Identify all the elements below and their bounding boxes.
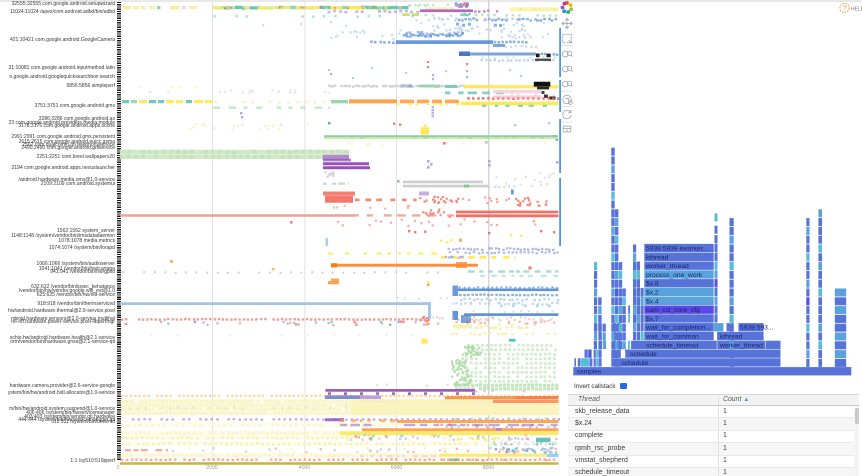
svg-text:schedule_timeout: schedule_timeout [646, 342, 699, 349]
svg-text:__schedule: __schedule [613, 360, 648, 367]
svg-text:?: ? [843, 6, 847, 13]
svg-text:process_one_work: process_one_work [646, 272, 703, 279]
svg-text:wait_for_common: wait_for_common [645, 334, 699, 341]
svg-text:kthread: kthread [646, 254, 669, 261]
svg-text:worker_thread: worker_thread [719, 342, 763, 349]
svg-text:$x.8: $x.8 [646, 281, 659, 288]
svg-text:$x.7: $x.7 [646, 316, 659, 323]
svg-text:5939:593...: 5939:593... [740, 325, 774, 332]
svg-text:samples: samples [577, 369, 603, 376]
svg-text:cam_ccl_core_cfg: cam_ccl_core_cfg [646, 307, 700, 314]
svg-text:$x.4: $x.4 [646, 298, 659, 305]
svg-text:5939:5939 kworker...: 5939:5939 kworker... [646, 246, 708, 253]
svg-text:wait_for_completion...: wait_for_completion... [645, 325, 711, 332]
svg-text:worker_thread: worker_thread [645, 263, 689, 270]
svg-text:$x.2: $x.2 [646, 290, 659, 297]
svg-text:HELP: HELP [851, 6, 862, 12]
svg-text:schedule: schedule [630, 351, 657, 358]
svg-text:kthread: kthread [720, 334, 743, 341]
